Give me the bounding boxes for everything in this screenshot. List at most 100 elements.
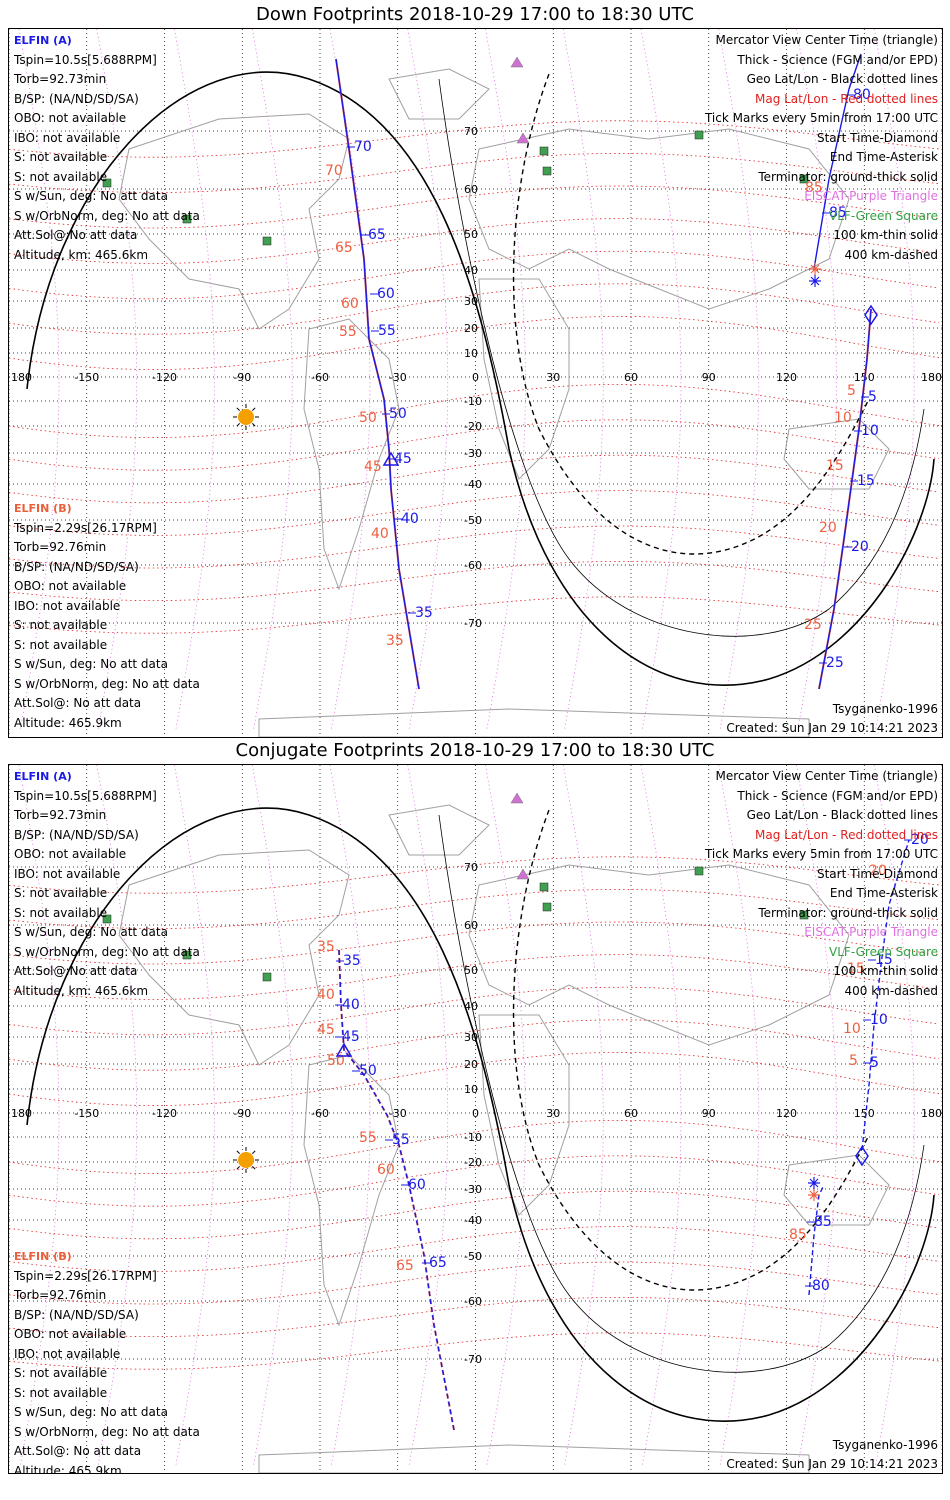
created-label-conjugate: Created: Sun Jan 29 10:14:21 2023 — [726, 1457, 938, 1471]
legend-item: Mag Lat/Lon - Red dotted lines — [754, 827, 938, 842]
lat-tick-label: 20 — [464, 1058, 478, 1071]
legend-item: VLF-Green Square — [829, 944, 938, 959]
sat-a-tick-label: 10 — [870, 1012, 888, 1028]
mag-lon-line — [96, 765, 138, 1466]
sat-b-tick-label: 60 — [341, 296, 359, 312]
terminator-400km-line — [512, 73, 870, 555]
mag-lon-line — [796, 29, 837, 730]
sat-a-line: B/SP: (NA/ND/SD/SA) — [14, 91, 139, 106]
lon-tick-label: 0 — [472, 1107, 479, 1120]
eiscat-triangle-icon — [510, 792, 524, 804]
mag-lat-line — [9, 454, 940, 504]
lon-tick-label: -120 — [152, 371, 177, 384]
lon-tick-label: 90 — [702, 1107, 716, 1120]
sat-a-info-down: ELFIN (A) Tspin=10.5s[5.688RPM] Torb=92.… — [14, 31, 200, 265]
vlf-square-icon — [799, 910, 809, 920]
sat-a-line: Altitude, km: 465.6km — [14, 247, 149, 262]
sat-b-tick-label: 5 — [847, 383, 856, 399]
mag-lat-line — [9, 218, 940, 264]
sat-a-tick-label: 85 — [829, 205, 847, 221]
vlf-square-icon — [539, 146, 549, 156]
sat-a-info-conjugate: ELFIN (A) Tspin=10.5s[5.688RPM] Torb=92.… — [14, 767, 200, 1001]
sat-a-line: S w/Sun, deg: No att data — [14, 925, 168, 939]
sat-b-tick-label: 35 — [317, 939, 335, 955]
lon-tick-label: -60 — [311, 371, 329, 384]
legend-item: VLF-Green Square — [829, 208, 938, 223]
legend-item: End Time-Asterisk — [829, 150, 938, 164]
mag-lat-line — [9, 490, 940, 536]
map-down: 180 -150 -120 -90 -60 -30 0 30 60 90 120 150 180 70 60… — [8, 28, 943, 738]
sat-a-line: IBO: not available — [14, 130, 121, 145]
lon-tick-label: 30 — [546, 1107, 560, 1120]
legend-item: End Time-Asterisk — [829, 886, 938, 900]
sat-a-tick-label: 60 — [377, 286, 395, 302]
sat-b-tick-label: 10 — [834, 410, 852, 426]
legend-item: Mercator View Center Time (triangle) — [715, 33, 938, 47]
lon-tick-label: -120 — [152, 1107, 177, 1120]
sat-a-tick-label: 15 — [857, 473, 875, 489]
legend-conjugate: Mercator View Center Time (triangle) Thi… — [705, 767, 938, 1001]
sat-b-line: Altitude: 465.9km — [14, 715, 122, 730]
vlf-square-icon — [539, 882, 549, 892]
sat-b-line: IBO: not available — [14, 1346, 121, 1361]
sat-a-tick-label: 65 — [429, 1255, 447, 1271]
lon-tick-label: 120 — [776, 1107, 797, 1120]
mag-lon-line — [640, 29, 682, 730]
lat-tick-label: 60 — [464, 919, 478, 932]
mag-lon-line — [329, 765, 371, 1466]
sat-a-tick-label: 70 — [354, 139, 372, 155]
lat-tick-label: 10 — [464, 347, 478, 360]
sat-a-tick-label: 40 — [401, 511, 419, 527]
sat-b-tick-label: 45 — [317, 1022, 335, 1038]
legend-item: Start Time-Diamond — [816, 866, 938, 881]
vlf-square-icon — [542, 902, 552, 912]
lat-tick-label: 40 — [464, 1000, 478, 1013]
mag-lon-line — [796, 765, 837, 1466]
eiscat-triangle-icon — [516, 132, 530, 144]
sat-a-track-west — [335, 58, 420, 690]
legend-item: Tick Marks every 5min from 17:00 UTC — [704, 111, 938, 125]
lat-tick-label: -50 — [464, 514, 482, 527]
sat-b-line: Altitude: 465.9km — [14, 1463, 122, 1474]
lat-tick-label: 70 — [464, 861, 478, 874]
sat-b-line: S: not available — [14, 1385, 108, 1400]
map-svg-down: 180 -150 -120 -90 -60 -30 0 30 60 90 120 150 1807060… — [9, 29, 942, 737]
sat-a-line: S: not available — [14, 886, 108, 900]
coastline — [118, 849, 350, 1066]
coastline — [388, 804, 490, 856]
sat-a-tick-label: 85 — [814, 1214, 832, 1230]
lat-tick-label: -20 — [464, 420, 482, 433]
coastline — [783, 1154, 890, 1226]
sat-a-tick-label: 80 — [853, 87, 871, 103]
coastline — [258, 1444, 810, 1473]
mag-lat-line — [9, 419, 940, 471]
vlf-square-icon — [799, 174, 809, 184]
legend-item: 100 km-thin solid — [833, 964, 938, 978]
sat-b-name: ELFIN (B) — [14, 502, 72, 515]
legend-item: EISCAT-Purple Triangle — [804, 925, 938, 939]
sat-b-tick-label: 70 — [325, 163, 343, 179]
mag-lon-line — [485, 765, 526, 1466]
sat-a-name: ELFIN (A) — [14, 34, 72, 47]
sat-b-line: Tspin=2.29s[26.17RPM] — [14, 520, 157, 535]
lon-tick-label: 180 — [921, 371, 942, 384]
mag-lon-line — [329, 29, 371, 730]
legend-item: Thick - Science (FGM and/or EPD) — [737, 788, 938, 803]
sat-a-tick-label: 10 — [861, 423, 879, 439]
lon-tick-label: 150 — [854, 1107, 875, 1120]
sat-b-tick-label: 50 — [327, 1053, 345, 1069]
sat-a-line: Att.Sol@:No att data — [14, 228, 138, 242]
sat-a-tick-label: 20 — [911, 832, 929, 848]
sat-a-line: S: not available — [14, 150, 108, 164]
lon-tick-label: 180 — [921, 1107, 942, 1120]
sat-a-tick-label: 60 — [408, 1177, 426, 1193]
legend-item: Geo Lat/Lon - Black dotted lines — [746, 808, 938, 822]
sat-a-tick-label: 55 — [392, 1132, 410, 1148]
coastline — [118, 113, 350, 330]
mag-lat-line — [9, 283, 940, 335]
sat-a-tick-label: 50 — [359, 1063, 377, 1079]
sat-a-tick-label: 5 — [868, 389, 877, 405]
sat-b-line: Att.Sol@: No att data — [14, 696, 142, 710]
vlf-square-icon — [694, 130, 704, 140]
sat-b-line: S w/Sun, deg: No att data — [14, 657, 168, 671]
